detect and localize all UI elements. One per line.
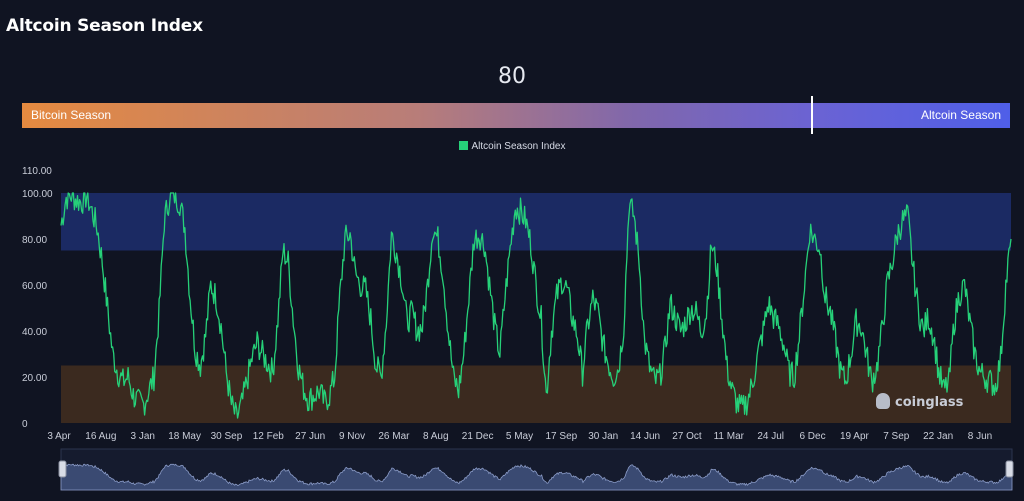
x-tick-label: 6 Dec xyxy=(799,431,825,442)
legend-label: Altcoin Season Index xyxy=(471,141,566,152)
x-tick-label: 8 Jun xyxy=(968,431,992,442)
x-tick-label: 30 Sep xyxy=(211,431,243,442)
x-tick-label: 14 Jun xyxy=(630,431,660,442)
x-tick-label: 12 Feb xyxy=(253,431,285,442)
y-tick-label: 0 xyxy=(22,419,28,430)
y-tick-label: 20.00 xyxy=(22,373,47,384)
x-tick-label: 18 May xyxy=(168,431,201,442)
x-tick-label: 19 Apr xyxy=(840,431,870,442)
x-tick-label: 17 Sep xyxy=(546,431,578,442)
y-tick-label: 80.00 xyxy=(22,235,47,246)
x-tick-label: 26 Mar xyxy=(378,431,410,442)
x-tick-label: 27 Jun xyxy=(295,431,325,442)
y-tick-label: 60.00 xyxy=(22,281,47,292)
x-tick-label: 27 Oct xyxy=(672,431,702,442)
navigator-right-handle[interactable] xyxy=(1005,460,1014,478)
legend-swatch-icon xyxy=(458,141,468,150)
chart-legend[interactable]: Altcoin Season Index xyxy=(0,141,1024,152)
x-tick-label: 11 Mar xyxy=(714,431,745,442)
x-tick-label: 5 May xyxy=(506,431,533,442)
x-tick-label: 24 Jul xyxy=(757,431,784,442)
x-tick-label: 9 Nov xyxy=(339,431,365,442)
y-tick-label: 100.00 xyxy=(22,189,53,200)
zone-bitcoin xyxy=(61,365,1011,423)
altcoin-season-label: Altcoin Season xyxy=(920,108,1001,122)
bitcoin-season-label: Bitcoin Season xyxy=(31,108,112,122)
page-title: Altcoin Season Index xyxy=(6,16,203,36)
y-tick-label: 40.00 xyxy=(22,327,47,338)
y-tick-label: 110.00 xyxy=(22,166,52,177)
x-tick-label: 7 Sep xyxy=(883,431,910,442)
x-tick-label: 8 Aug xyxy=(423,431,449,442)
x-tick-label: 22 Jan xyxy=(923,431,953,442)
x-tick-label: 16 Aug xyxy=(85,431,116,442)
x-tick-label: 3 Jan xyxy=(130,431,154,442)
navigator-left-handle[interactable] xyxy=(58,460,67,478)
zone-altcoin xyxy=(61,193,1011,251)
gauge-marker xyxy=(811,96,814,134)
current-index-value: 80 xyxy=(498,64,526,89)
coinglass-watermark: coinglass xyxy=(876,393,963,410)
season-gauge-bar: Bitcoin Season Altcoin Season xyxy=(22,96,1010,134)
coinglass-logo-icon xyxy=(876,393,890,409)
navigator-series-area xyxy=(60,463,1013,491)
x-tick-label: 21 Dec xyxy=(462,431,494,442)
x-tick-label: 30 Jan xyxy=(588,431,618,442)
x-tick-label: 3 Apr xyxy=(47,431,71,442)
series-line-altcoin-season-index xyxy=(60,192,1012,419)
